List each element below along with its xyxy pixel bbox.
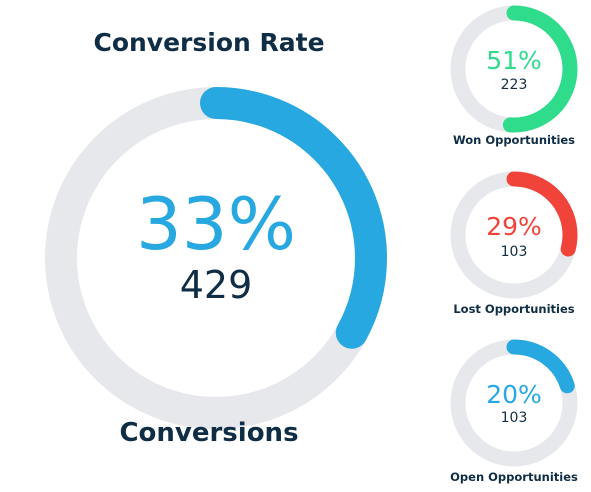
open-percent: 20% — [486, 380, 542, 409]
chart-title: Conversion Rate — [93, 28, 325, 57]
open-opportunities-progress-arc — [450, 339, 578, 467]
lost-percent: 29% — [486, 212, 542, 241]
lost-opportunities-donut — [450, 171, 578, 299]
open-count: 103 — [500, 410, 528, 426]
open-opportunities-label: Open Opportunities — [450, 470, 578, 484]
won-opportunities-donut — [450, 5, 578, 133]
conversion-rate-progress-arc — [45, 87, 387, 429]
open-opportunities-donut — [450, 339, 578, 467]
conversion-rate-donut — [45, 87, 387, 429]
lost-opportunities-label: Lost Opportunities — [453, 302, 575, 316]
chart-footer-label: Conversions — [119, 418, 299, 448]
conversion-count: 429 — [179, 263, 253, 307]
conversion-rate-percent: 33% — [135, 182, 297, 266]
won-percent: 51% — [486, 46, 542, 75]
won-opportunities-label: Won Opportunities — [452, 133, 576, 147]
lost-count: 103 — [500, 244, 528, 260]
won-opportunities-progress-arc — [450, 5, 578, 133]
won-count: 223 — [500, 77, 528, 93]
lost-opportunities-progress-arc — [450, 171, 578, 299]
